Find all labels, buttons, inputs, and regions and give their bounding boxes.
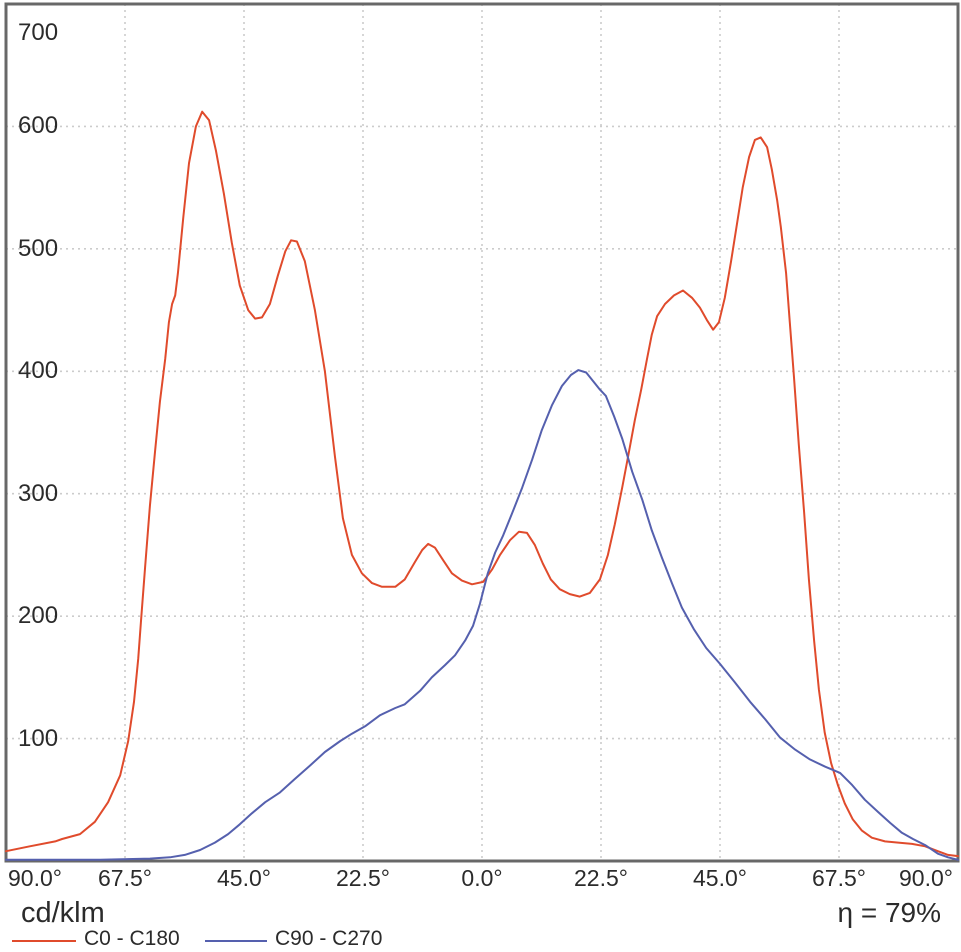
x-tick-label: 67.5° [98,865,152,891]
curve-c0-c180 [5,110,959,858]
y-tick-label: 100 [18,724,59,752]
x-tick-label: 90.0° [899,865,953,891]
efficiency-label: η = 79% [837,897,941,928]
plot-border [4,2,960,863]
x-tick-label: 0.0° [461,865,503,891]
x-tick-label: 90.0° [8,865,62,891]
x-tick-label: 45.0° [217,865,271,891]
y-tick-label: 200 [18,602,59,630]
y-tick-label: 300 [18,479,59,507]
legend-label-c0-c180: C0 - C180 [84,927,180,950]
y-tick-label: 600 [18,112,59,140]
x-tick-label: 45.0° [693,865,747,891]
legend-line-c0-c180 [12,940,76,942]
x-tick-label: 22.5° [336,865,390,891]
y-unit-label: cd/klm [21,897,105,929]
y-tick-label: 500 [18,234,59,262]
y-tick-label: 700 [18,19,59,46]
y-tick-label: 400 [18,357,59,385]
legend: C0 - C180 C90 - C270 [0,926,961,952]
curve-c90-c270 [5,369,959,861]
legend-label-c90-c270: C90 - C270 [275,927,383,950]
legend-line-c90-c270 [205,940,267,942]
x-tick-label: 22.5° [574,865,628,891]
x-tick-label: 67.5° [812,865,866,891]
